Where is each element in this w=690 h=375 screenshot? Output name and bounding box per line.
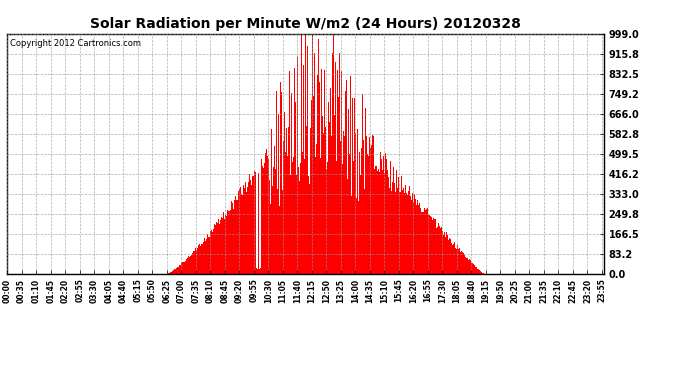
Text: Copyright 2012 Cartronics.com: Copyright 2012 Cartronics.com [10, 39, 141, 48]
Title: Solar Radiation per Minute W/m2 (24 Hours) 20120328: Solar Radiation per Minute W/m2 (24 Hour… [90, 17, 521, 31]
